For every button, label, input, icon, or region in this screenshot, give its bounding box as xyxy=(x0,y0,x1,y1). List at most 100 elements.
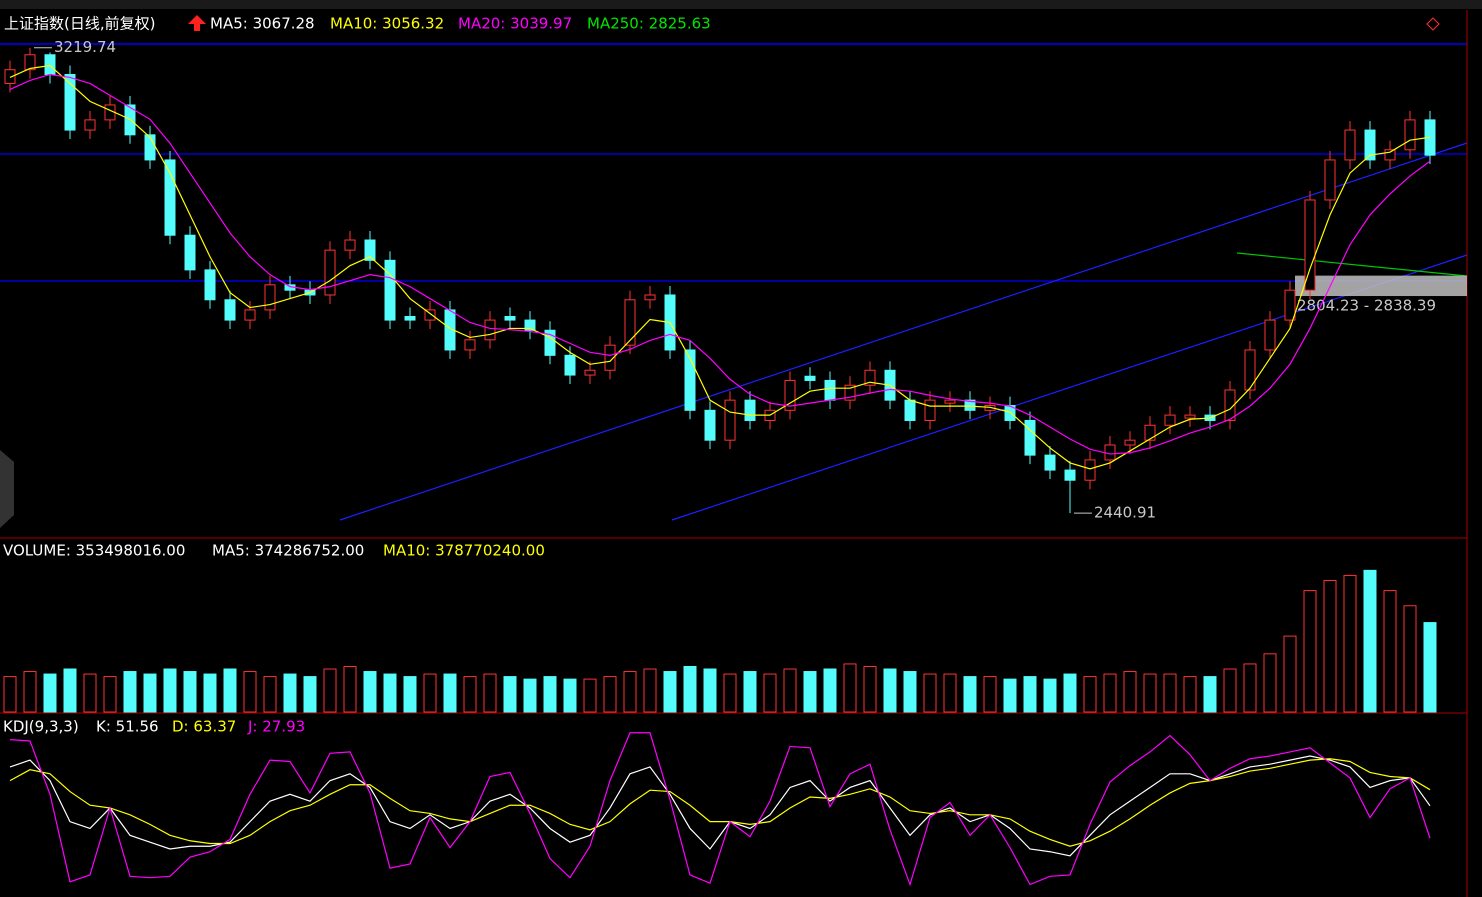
kdj-line xyxy=(9,732,1431,887)
volume-bar xyxy=(1223,668,1237,713)
candle-body xyxy=(364,239,376,261)
volume-bar xyxy=(1123,671,1137,713)
legend-label: MA10: 3056.32 xyxy=(330,15,444,33)
legend-label: MA10: 378770240.00 xyxy=(383,542,545,560)
side-tab[interactable] xyxy=(0,450,14,528)
volume-bar xyxy=(1023,676,1037,713)
candle-body xyxy=(1044,454,1056,471)
candle-body xyxy=(924,399,936,421)
volume-bar xyxy=(483,673,497,713)
volume-bar xyxy=(303,676,317,713)
volume-bar xyxy=(363,671,377,713)
annotation-label: 3219.74 xyxy=(54,38,116,56)
candle-body xyxy=(324,249,336,296)
candle-body xyxy=(1144,424,1156,441)
annotation-label: 2440.91 xyxy=(1094,504,1156,522)
ma-line xyxy=(9,64,1431,470)
volume-bar xyxy=(1403,605,1417,713)
candle-body xyxy=(524,319,536,331)
diamond-icon[interactable] xyxy=(1426,17,1440,31)
volume-bar xyxy=(23,671,37,713)
volume-bar xyxy=(703,668,717,713)
candle-body xyxy=(1244,349,1256,391)
volume-bar xyxy=(383,673,397,713)
candle-body xyxy=(184,234,196,271)
volume-bar xyxy=(923,673,937,713)
volume-bar xyxy=(783,668,797,713)
up-arrow-icon xyxy=(188,15,206,31)
volume-bar xyxy=(1343,574,1357,713)
volume-bar xyxy=(43,673,57,713)
volume-bar xyxy=(103,676,117,713)
candle-body xyxy=(344,239,356,251)
volume-bar xyxy=(943,673,957,713)
candle-body xyxy=(164,159,176,236)
volume-bar xyxy=(803,671,817,713)
candle-body xyxy=(624,299,636,346)
volume-bar xyxy=(3,676,17,713)
volume-bar xyxy=(403,676,417,713)
volume-bar xyxy=(323,668,337,713)
candle-body xyxy=(824,379,836,401)
gap-label: 2804.23 - 2838.39 xyxy=(1297,297,1436,315)
trend-line xyxy=(339,142,1468,521)
candle-body xyxy=(1284,289,1296,321)
candle-body xyxy=(464,339,476,351)
volume-bar xyxy=(423,673,437,713)
chart-title: 上证指数(日线,前复权) xyxy=(4,15,155,33)
kdj-line xyxy=(9,758,1431,847)
volume-bar xyxy=(823,668,837,713)
volume-bar xyxy=(63,668,77,713)
candle-body xyxy=(404,315,416,321)
volume-bar xyxy=(283,673,297,713)
candle-body xyxy=(24,54,36,71)
candle-body xyxy=(604,344,616,371)
volume-bar xyxy=(343,665,357,713)
candle-body xyxy=(544,329,556,356)
candle-body xyxy=(1104,444,1116,461)
candle-body xyxy=(1084,459,1096,481)
volume-bar xyxy=(663,671,677,713)
candle-body xyxy=(684,349,696,411)
candle-body xyxy=(264,284,276,311)
candle-body xyxy=(904,399,916,421)
volume-bar xyxy=(1383,590,1397,713)
volume-title: VOLUME: 353498016.00 xyxy=(3,542,185,560)
candle-body xyxy=(644,294,656,301)
candle-body xyxy=(484,319,496,341)
volume-bar xyxy=(1143,673,1157,713)
volume-bar xyxy=(1103,673,1117,713)
candle-body xyxy=(84,119,96,131)
candle-body xyxy=(1404,119,1416,151)
volume-bar xyxy=(223,668,237,713)
candle-body xyxy=(964,399,976,411)
volume-bar xyxy=(1183,676,1197,713)
volume-bar xyxy=(583,678,597,713)
volume-bar xyxy=(963,676,977,713)
candle-body xyxy=(704,409,716,441)
candle-body xyxy=(384,259,396,321)
candle-body xyxy=(504,315,516,321)
candle-body xyxy=(204,269,216,301)
candle-body xyxy=(564,354,576,376)
trend-line xyxy=(671,254,1468,521)
volume-bar xyxy=(683,665,697,713)
candle-body xyxy=(784,379,796,411)
volume-bar xyxy=(1363,569,1377,713)
gap-box xyxy=(1295,275,1467,297)
legend-label: K: 51.56 xyxy=(96,718,159,736)
candle-body xyxy=(944,399,956,404)
volume-bar xyxy=(1163,673,1177,713)
ma250-line xyxy=(1236,252,1468,277)
candle-body xyxy=(744,399,756,421)
volume-bar xyxy=(203,673,217,713)
candle-body xyxy=(1264,319,1276,351)
candle-body xyxy=(64,73,76,131)
volume-bar xyxy=(983,676,997,713)
candle-body xyxy=(1164,414,1176,426)
legend-label: MA20: 3039.97 xyxy=(458,15,572,33)
volume-bar xyxy=(843,663,857,713)
volume-bar xyxy=(523,678,537,713)
